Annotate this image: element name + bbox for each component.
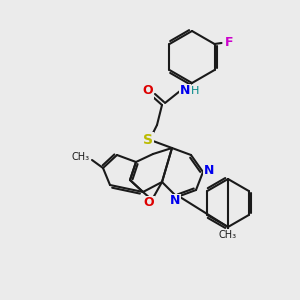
Text: N: N	[180, 85, 190, 98]
Text: O: O	[143, 85, 153, 98]
Text: N: N	[170, 194, 180, 208]
Text: N: N	[204, 164, 214, 178]
Text: N: N	[204, 164, 214, 178]
Text: S: S	[143, 133, 153, 147]
Text: N: N	[180, 85, 190, 98]
Text: CH₃: CH₃	[219, 230, 237, 240]
Text: O: O	[144, 196, 154, 209]
Text: O: O	[143, 85, 153, 98]
Text: F: F	[225, 37, 234, 50]
Text: F: F	[225, 37, 234, 50]
Text: O: O	[144, 196, 154, 209]
Text: N: N	[170, 194, 180, 208]
Text: S: S	[143, 133, 153, 147]
Text: H: H	[191, 86, 199, 96]
Text: CH₃: CH₃	[72, 152, 90, 162]
Text: CH₃: CH₃	[219, 230, 237, 240]
Text: H: H	[191, 86, 199, 96]
Text: CH₃: CH₃	[72, 152, 90, 162]
